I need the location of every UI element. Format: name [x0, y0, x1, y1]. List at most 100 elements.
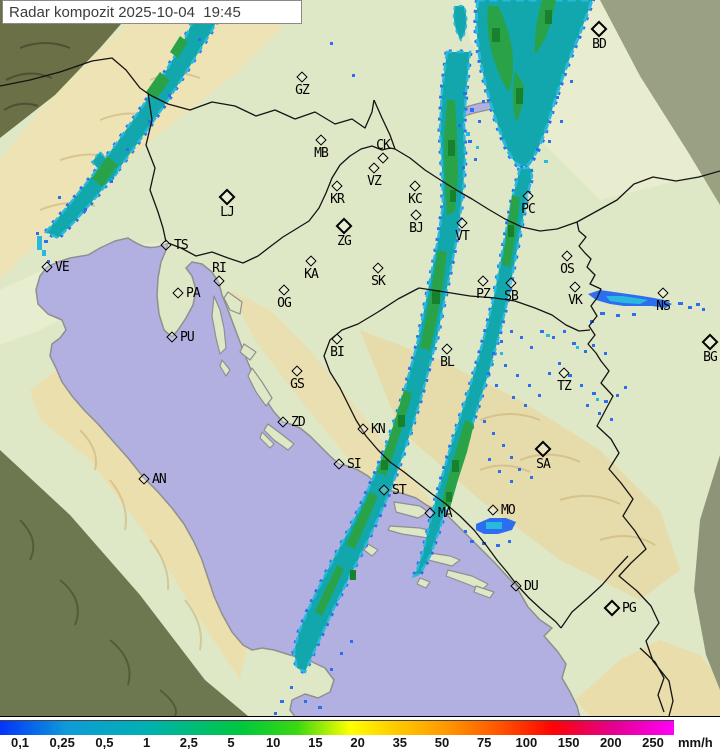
city-marker-icon: [410, 209, 422, 221]
city-marker-icon: [487, 504, 499, 516]
city-marker-icon: [357, 423, 369, 435]
city-label: KC: [408, 192, 423, 207]
city-label: KN: [371, 422, 386, 437]
radar-echo-layer: [36, 0, 705, 715]
legend-value: 1: [142, 735, 151, 750]
city-label: PC: [521, 202, 536, 217]
city-label: BD: [592, 37, 607, 52]
legend-value: 10: [265, 735, 281, 750]
legend-value: 100: [515, 735, 538, 750]
city-marker-icon: [372, 262, 384, 274]
city-label: BI: [330, 345, 345, 360]
city-marker-icon: [331, 180, 343, 192]
city-label: PZ: [476, 287, 491, 302]
sea-layer: [35, 101, 581, 716]
radar-patch-ns: [588, 290, 705, 323]
city-marker-icon: [534, 440, 552, 458]
city-marker-icon: [333, 458, 345, 470]
city-marker-icon: [138, 473, 150, 485]
radar-band-west: [291, 49, 473, 676]
legend-value: 200: [599, 735, 622, 750]
city-label: DU: [524, 579, 539, 594]
intensity-legend: 0,1 0,25 0,5 1 2,5 5 10 15 20 35 50 75 100 150 200 250 …: [0, 717, 720, 751]
city-marker-icon: [291, 365, 303, 377]
city-marker-icon: [510, 580, 522, 592]
city-label: GS: [290, 377, 305, 392]
city-label: SI: [347, 457, 362, 472]
radar-speckles-cyan: [37, 132, 599, 401]
out-of-range-layer: [0, 0, 720, 716]
legend-value: 75: [476, 735, 492, 750]
city-marker-icon: [41, 261, 53, 273]
city-marker-icon: [522, 190, 534, 202]
legend-value: 35: [392, 735, 408, 750]
city-label: MB: [314, 146, 329, 161]
city-label: OG: [277, 296, 292, 311]
legend-value: 0,1: [10, 735, 30, 750]
city-label: ZG: [337, 234, 352, 249]
city-marker-icon: [590, 20, 608, 38]
city-marker-icon: [315, 134, 327, 146]
legend-value: 5: [227, 735, 235, 750]
city-layer: VE TS RI PA PU LJ GZ MB CK VZ KR KC ZG BJ VT PC BD KA SK OG…: [41, 20, 719, 617]
legend-value: 15: [308, 735, 323, 750]
legend-value: 0,25: [49, 735, 75, 750]
city-marker-icon: [213, 275, 225, 287]
city-marker-icon: [331, 333, 343, 345]
city-label: BJ: [409, 221, 424, 236]
city-label: SB: [504, 289, 519, 304]
legend-value: 0,5: [95, 735, 114, 750]
city-label: TS: [174, 238, 189, 253]
city-marker-icon: [603, 599, 621, 617]
city-marker-icon: [456, 217, 468, 229]
city-label: TZ: [557, 379, 572, 394]
city-label: AN: [152, 472, 167, 487]
city-label: LJ: [220, 205, 235, 220]
islands: [211, 291, 495, 599]
legend-gradient-bar: [0, 720, 674, 735]
radar-band-east: [409, 165, 535, 581]
city-label: RI: [212, 261, 227, 276]
city-label: BG: [703, 350, 718, 365]
city-marker-icon: [477, 275, 489, 287]
city-label: PG: [622, 601, 637, 616]
city-marker-icon: [172, 287, 184, 299]
city-marker-icon: [278, 284, 290, 296]
city-marker-icon: [296, 71, 308, 83]
legend-value: 2,5: [179, 735, 198, 750]
city-label: MA: [438, 506, 453, 521]
legend-value: 250: [642, 735, 664, 750]
legend-value: 50: [434, 735, 450, 750]
legend-value: 20: [350, 735, 365, 750]
city-marker-icon: [368, 162, 380, 174]
city-marker-icon: [424, 507, 436, 519]
legend-unit: mm/h: [678, 735, 713, 750]
city-marker-icon: [335, 217, 353, 235]
city-label: PU: [180, 330, 195, 345]
radar-system-north: [452, 0, 596, 170]
city-marker-icon: [409, 180, 421, 192]
city-label: ST: [392, 483, 407, 498]
city-marker-icon: [505, 277, 517, 289]
city-label: NS: [656, 299, 671, 314]
city-marker-icon: [657, 287, 669, 299]
radar-map: VE TS RI PA PU LJ GZ MB CK VZ KR KC ZG BJ VT PC BD KA SK OG…: [0, 0, 720, 717]
city-marker-icon: [218, 188, 236, 206]
city-label: OS: [560, 262, 575, 277]
city-marker-icon: [569, 281, 581, 293]
city-marker-icon: [305, 255, 317, 267]
radar-map-canvas: [0, 0, 720, 716]
legend-value: 150: [557, 735, 580, 750]
city-label: SK: [371, 274, 386, 289]
city-marker-icon: [441, 343, 453, 355]
city-label: GZ: [295, 83, 310, 98]
title-box: Radar kompozit 2025-10-04 19:45: [2, 0, 302, 24]
city-marker-icon: [701, 333, 719, 351]
city-label: VT: [455, 229, 470, 244]
map-title: Radar kompozit 2025-10-04 19:45: [9, 3, 241, 21]
city-label: VZ: [367, 174, 382, 189]
city-marker-icon: [378, 484, 390, 496]
country-borders: [0, 57, 720, 716]
city-label: PA: [186, 286, 201, 301]
